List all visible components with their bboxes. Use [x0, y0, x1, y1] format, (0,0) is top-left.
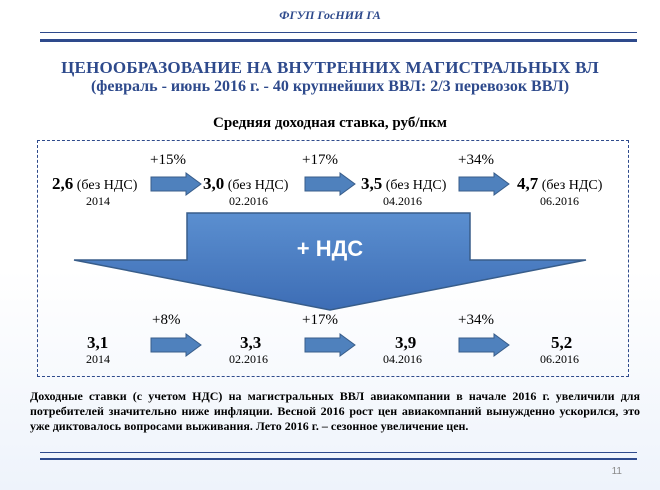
bottom-change-3: +34% [458, 312, 494, 328]
top-date-1: 2014 [86, 194, 110, 208]
right-arrow-icon [304, 172, 356, 196]
top-value-4: 4,7 (без НДС) [517, 174, 602, 194]
bottom-date-1: 2014 [86, 352, 110, 366]
right-arrow-icon [304, 333, 356, 357]
top-value-suffix: (без НДС) [227, 178, 289, 193]
vat-label: + НДС [296, 236, 364, 261]
top-value-number: 4,7 [517, 174, 539, 193]
page-number: 11 [611, 466, 622, 477]
right-arrow-icon [458, 333, 510, 357]
top-value-number: 3,5 [361, 174, 383, 193]
top-value-suffix: (без НДС) [385, 178, 447, 193]
bottom-value-1: 3,1 [87, 333, 108, 353]
header-divider-thin [40, 32, 637, 33]
bottom-date-4: 06.2016 [540, 352, 579, 366]
top-value-suffix: (без НДС) [541, 178, 603, 193]
bottom-date-2: 02.2016 [229, 352, 268, 366]
top-value-1: 2,6 (без НДС) [52, 174, 137, 194]
right-arrow-icon [458, 172, 510, 196]
top-date-2: 02.2016 [229, 194, 268, 208]
explanatory-note: Доходные ставки (с учетом НДС) на магист… [30, 389, 640, 433]
slide-title: ЦЕНООБРАЗОВАНИЕ НА ВНУТРЕННИХ МАГИСТРАЛЬ… [61, 58, 599, 77]
organization-header: ФГУП ГосНИИ ГА [279, 8, 381, 22]
top-change-1: +15% [150, 152, 186, 168]
section-subtitle: Средняя доходная ставка, руб/пкм [213, 115, 447, 131]
top-value-suffix: (без НДС) [76, 178, 138, 193]
header-divider-thick [40, 39, 637, 42]
top-change-2: +17% [302, 152, 338, 168]
bottom-change-2: +17% [302, 312, 338, 328]
rates-panel [37, 140, 629, 377]
top-date-4: 06.2016 [540, 194, 579, 208]
bottom-value-2: 3,3 [240, 333, 261, 353]
top-value-number: 3,0 [203, 174, 225, 193]
top-value-2: 3,0 (без НДС) [203, 174, 288, 194]
slide-title-subline: (февраль - июнь 2016 г. - 40 крупнейших … [90, 78, 570, 95]
bottom-value-number: 3,9 [395, 333, 417, 352]
right-arrow-icon [150, 172, 202, 196]
big-down-arrow-icon [72, 212, 588, 312]
bottom-value-number: 3,3 [240, 333, 262, 352]
footer-divider-thick [40, 458, 637, 460]
bottom-value-number: 3,1 [87, 333, 109, 352]
bottom-change-1: +8% [152, 312, 181, 328]
footer-divider-thin [40, 452, 637, 453]
top-value-number: 2,6 [52, 174, 74, 193]
bottom-date-3: 04.2016 [383, 352, 422, 366]
bottom-value-3: 3,9 [395, 333, 416, 353]
top-date-3: 04.2016 [383, 194, 422, 208]
top-value-3: 3,5 (без НДС) [361, 174, 446, 194]
top-change-3: +34% [458, 152, 494, 168]
bottom-value-4: 5,2 [551, 333, 572, 353]
right-arrow-icon [150, 333, 202, 357]
bottom-value-number: 5,2 [551, 333, 573, 352]
